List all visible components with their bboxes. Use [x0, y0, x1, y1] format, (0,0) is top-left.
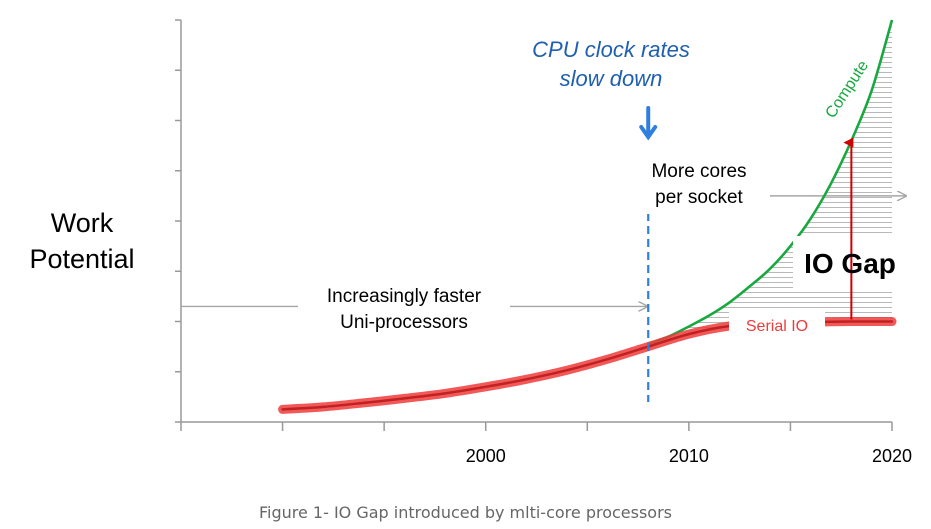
more-cores-box	[628, 148, 770, 214]
x-tick-label-2010: 2010	[669, 446, 709, 466]
cpu-slowdown-down-arrow	[639, 106, 658, 141]
x-tick-label-2020: 2020	[872, 446, 912, 466]
uniprocessor-box	[298, 278, 510, 338]
cpu-clock-box	[512, 27, 710, 100]
uniprocessor-label-line2: Uni-processors	[340, 312, 468, 333]
serial-io-box	[729, 310, 825, 338]
cpu-clock-label-line2: slow down	[560, 66, 663, 91]
figure-caption: Figure 1- IO Gap introduced by mlti-core…	[258, 503, 673, 522]
x-ticks	[180, 422, 893, 431]
more-cores-label-line1: More cores	[651, 161, 746, 182]
serial-io-label: Serial IO	[746, 318, 808, 335]
axes: 2000 2010 2020	[175, 19, 912, 466]
cpu-clock-label-line1: CPU clock rates	[532, 37, 690, 62]
y-ticks	[175, 19, 181, 423]
uniprocessor-label-line1: Increasingly faster	[327, 286, 482, 307]
y-axis-label-line2: Potential	[29, 244, 134, 274]
x-tick-label-2000: 2000	[466, 446, 506, 466]
y-axis-label-line1: Work	[51, 208, 114, 238]
io-gap-box	[793, 236, 907, 288]
io-gap-label: IO Gap	[804, 248, 896, 279]
x-tick-labels: 2000 2010 2020	[466, 446, 912, 466]
more-cores-label-line2: per socket	[655, 187, 743, 208]
